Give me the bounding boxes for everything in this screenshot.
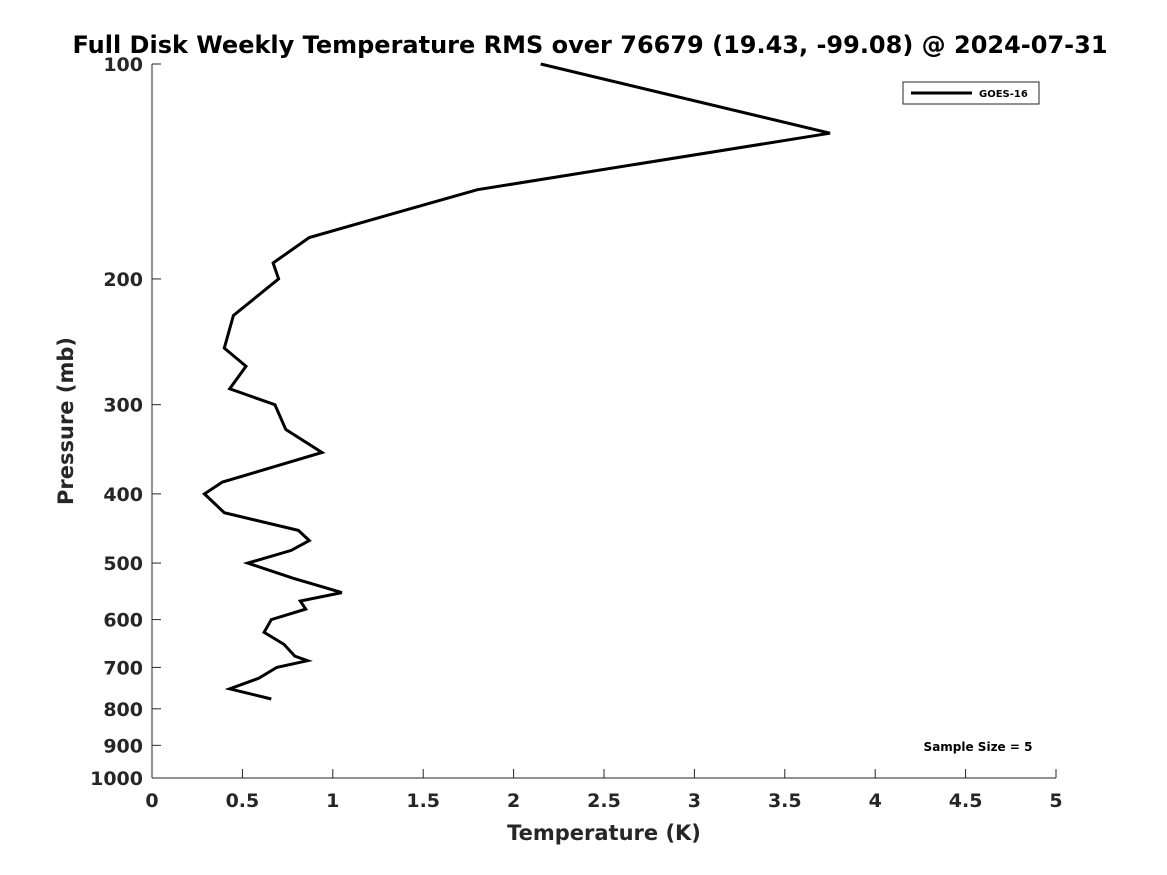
y-tick-label: 800 [103, 699, 143, 721]
x-tick-label: 4.5 [949, 790, 983, 812]
legend-label: GOES-16 [979, 89, 1028, 100]
series-layer [201, 62, 831, 701]
x-tick-label: 1 [326, 790, 339, 812]
sample-size-note: Sample Size = 5 [924, 740, 1033, 754]
x-tick-label: 1.5 [406, 790, 440, 812]
y-tick-label: 700 [103, 657, 143, 679]
x-tick-label: 2 [507, 790, 520, 812]
x-tick-label: 3.5 [768, 790, 802, 812]
series-line [201, 62, 831, 701]
y-tick-label: 600 [103, 610, 143, 632]
y-tick-label: 300 [103, 395, 143, 417]
y-tick-label: 100 [103, 54, 143, 76]
chart-title: Full Disk Weekly Temperature RMS over 76… [72, 31, 1107, 59]
x-tick-label: 0.5 [226, 790, 260, 812]
x-tick-label: 3 [688, 790, 701, 812]
legend: GOES-16 [902, 81, 1040, 105]
x-axis-ticks: 0 0.5 1 1.5 2 2.5 3 3.5 4 4.5 5 [145, 769, 1063, 812]
x-tick-label: 4 [869, 790, 882, 812]
y-axis-ticks: 100 200 300 400 500 600 700 800 900 1000 [90, 54, 161, 790]
x-tick-label: 0 [145, 790, 158, 812]
y-tick-label: 1000 [90, 768, 143, 790]
y-tick-label: 500 [103, 553, 143, 575]
y-axis-label: Pressure (mb) [54, 337, 78, 505]
y-tick-label: 400 [103, 484, 143, 506]
y-tick-label: 900 [103, 735, 143, 757]
y-tick-label: 200 [103, 269, 143, 291]
x-tick-label: 2.5 [587, 790, 621, 812]
x-tick-label: 5 [1049, 790, 1062, 812]
x-axis-label: Temperature (K) [507, 821, 701, 845]
plot-frame [151, 64, 1056, 779]
